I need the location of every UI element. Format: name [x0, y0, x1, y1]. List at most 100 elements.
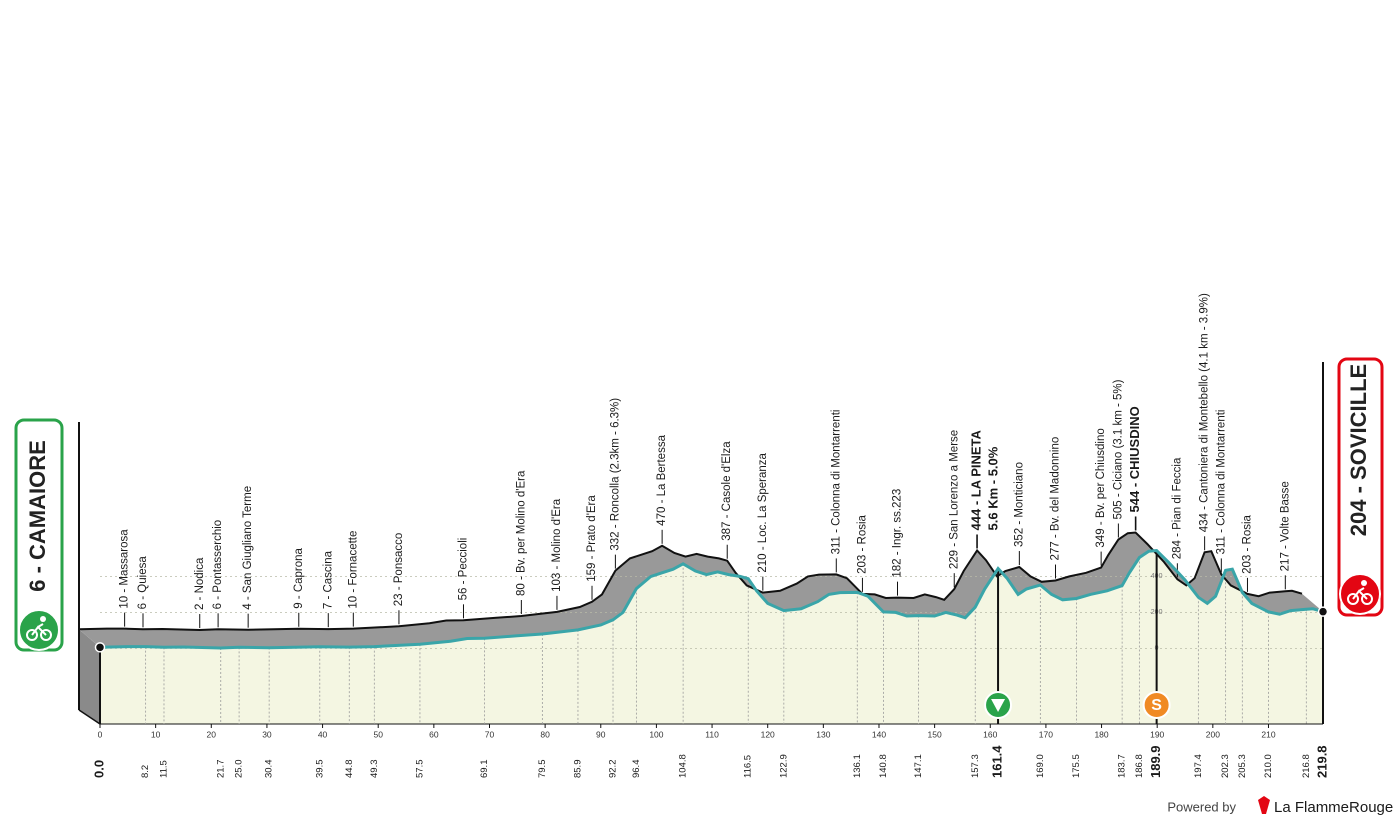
sprint-icon: [1142, 691, 1171, 719]
rider-icon: [18, 609, 60, 651]
km-label: 116.5: [743, 755, 754, 778]
waypoint-label: 284 - Pian di Feccia: [1171, 457, 1183, 559]
waypoint-label: 159 - Prato d'Era: [586, 495, 598, 582]
wheel: [1361, 593, 1373, 605]
km-label: 147.1: [913, 754, 924, 778]
waypoint-label: 544 - CHIUSDINO: [1127, 406, 1142, 512]
x-tick-label: 50: [373, 729, 383, 739]
place-name: 204 - SOVICILLE: [1346, 364, 1371, 536]
profile-top-line: [78, 531, 1303, 632]
km-label: 8.2: [140, 765, 151, 778]
x-tick-label: 150: [928, 729, 942, 739]
waypoint-label: 277 - Bv. del Madonnino: [1050, 437, 1062, 561]
rider: [31, 623, 47, 636]
km-label: 69.1: [479, 760, 490, 779]
km-label: 21.7: [215, 760, 226, 779]
waypoint-label: 217 - Volte Basse: [1279, 481, 1291, 571]
waypoint-label: 4 - San Giugliano Terme: [242, 486, 254, 610]
waypoint-label: 444 - LA PINETA: [968, 429, 983, 530]
x-tick-label: 180: [1094, 729, 1108, 739]
x-tick-label: 120: [761, 729, 775, 739]
km-label: 44.8: [344, 760, 355, 779]
waypoint-label: 6 - Quiesa: [137, 556, 149, 610]
waypoint-label: 10 - Massarosa: [119, 529, 131, 609]
km-label: 210.0: [1263, 754, 1274, 778]
km-label: 79.5: [537, 760, 548, 779]
frame-diag: [78, 709, 101, 725]
waypoint-label: 56 - Peccioli: [458, 538, 470, 601]
kom-arrow: [991, 699, 1006, 712]
km-label: 96.4: [631, 760, 642, 779]
x-tick-label: 70: [485, 729, 495, 739]
km-label: 0.0: [91, 760, 106, 778]
waypoint-label: 332 - Roncolla (2.3km - 6.3%): [609, 398, 621, 551]
waypoint-note: 5.6 Km - 5.0%: [985, 446, 1000, 530]
x-tick-label: 80: [540, 729, 550, 739]
waypoint-label: 470 - La Bertessa: [656, 434, 668, 525]
km-label: 205.3: [1237, 754, 1248, 778]
x-tick-label: 140: [872, 729, 886, 739]
rider-head: [40, 616, 46, 622]
x-tick-label: 60: [429, 729, 439, 739]
km-label: 169.0: [1035, 754, 1046, 778]
km-label: 197.4: [1193, 754, 1204, 778]
waypoint-label: 2 - Nodica: [194, 557, 206, 610]
waypoint-label: 203 - Rosia: [856, 514, 868, 573]
waypoint-label: 6 - Pontasserchio: [212, 520, 224, 610]
waypoint-label: 505 - Ciciano (3.1 km - 5%): [1112, 379, 1124, 519]
km-label: 161.4: [989, 745, 1004, 778]
waypoint-label: 80 - Bv. per Molino d'Era: [515, 470, 527, 596]
km-label: 136.1: [852, 754, 863, 778]
wheel: [26, 629, 38, 641]
km-label: 39.5: [314, 760, 325, 779]
x-tick-label: 110: [705, 729, 719, 739]
km-label: 140.8: [878, 754, 889, 778]
km-label: 186.8: [1134, 754, 1145, 778]
waypoint-label: 229 - San Lorenzo a Merse: [948, 430, 960, 569]
km-label: 219.8: [1314, 745, 1329, 778]
waypoint-label: 311 - Colonna di Montarrenti: [1215, 410, 1227, 555]
km-label: 85.9: [572, 760, 583, 779]
powered-by: Powered by: [1167, 799, 1236, 814]
rider-head: [1361, 580, 1367, 586]
x-tick-label: 0: [98, 729, 103, 739]
waypoint-label: 103 - Molino d'Era: [551, 498, 563, 592]
waypoint-label: 349 - Bv. per Chiusdino: [1095, 428, 1107, 547]
sprint-letter: S: [1151, 697, 1162, 714]
profile-line: [99, 548, 1324, 650]
place-name: 6 - CAMAIORE: [25, 440, 50, 592]
waypoint-label: 182 - Ingr. ss.223: [892, 489, 904, 578]
finish-badge: [1337, 357, 1384, 617]
km-label: 216.8: [1301, 754, 1312, 778]
rider: [1352, 587, 1368, 600]
x-tick-label: 210: [1261, 729, 1275, 739]
x-tick-label: 200: [1206, 729, 1220, 739]
waypoint-label: 9 - Caprona: [293, 547, 305, 608]
waypoint-label: 203 - Rosia: [1242, 514, 1254, 573]
km-label: 157.3: [970, 754, 981, 778]
km-label: 175.5: [1071, 754, 1082, 778]
waypoint-label: 434 - Cantoniera di Montebello (4.1 km -…: [1199, 293, 1211, 532]
waypoint-label: 10 - Fornacette: [347, 531, 359, 609]
km-label: 57.5: [414, 760, 425, 779]
start-dot: [94, 642, 106, 653]
km-label: 183.7: [1117, 754, 1128, 778]
waypoint-label: 311 - Colonna di Montarrenti: [830, 410, 842, 555]
km-label: 30.4: [264, 760, 275, 779]
x-tick-label: 20: [207, 729, 217, 739]
x-tick-label: 40: [318, 729, 328, 739]
km-label: 122.9: [778, 754, 789, 778]
side-panel: [79, 629, 100, 724]
km-label: 92.2: [608, 760, 619, 779]
x-tick-label: 10: [151, 729, 161, 739]
finish-dot: [1317, 606, 1329, 617]
x-tick-label: 190: [1150, 729, 1164, 739]
x-tick-label: 90: [596, 729, 606, 739]
waypoint-label: 23 - Ponsacco: [393, 533, 405, 607]
waypoint-label: 387 - Casole d'Elza: [721, 441, 733, 541]
km-label: 25.0: [234, 760, 245, 779]
x-tick-label: 170: [1039, 729, 1053, 739]
waypoint-label: 352 - Monticiano: [1013, 462, 1025, 547]
x-tick-label: 30: [262, 729, 272, 739]
wheel: [40, 629, 52, 641]
